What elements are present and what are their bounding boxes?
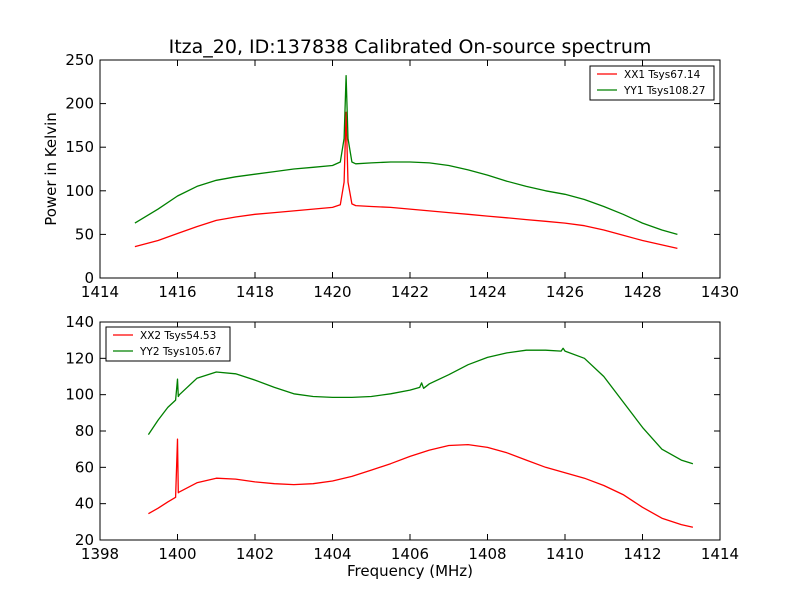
bottom-x-tick-label: 1398: [81, 545, 119, 563]
bottom-x-tick-label: 1410: [546, 545, 584, 563]
bottom-x-tick-label: 1402: [236, 545, 274, 563]
top-y-tick-label: 0: [84, 269, 94, 287]
top-y-tick-label: 200: [65, 95, 94, 113]
bottom-y-tick-label: 120: [65, 349, 94, 367]
bottom-chart-frame: [99, 321, 721, 541]
top-x-tick-label: 1428: [623, 283, 661, 301]
top-y-tick-label: 250: [65, 51, 94, 69]
top-x-tick-label: 1414: [81, 283, 119, 301]
top-y-tick-label: 100: [65, 182, 94, 200]
bottom-series-line-0: [148, 438, 694, 528]
top-chart-legend-box: [589, 65, 715, 101]
top-legend-label-xx1: XX1 Tsys67.14: [624, 69, 701, 81]
bottom-x-tick-label: 1408: [468, 545, 506, 563]
top-x-tick-label: 1416: [158, 283, 196, 301]
bottom-chart-xlabel: Frequency (MHz): [347, 562, 473, 580]
bottom-chart-gridless-plot: 1398 1400 1402 1404 1406 1408 1410 1412 1414 20 40…: [65, 313, 739, 563]
bottom-x-tick-label: 1412: [623, 545, 661, 563]
top-chart-frame: [99, 59, 721, 279]
bottom-y-tick-label: 140: [65, 313, 94, 331]
bottom-y-tick-label: 40: [75, 495, 94, 513]
bottom-chart-legend: XX2 Tsys54.53 YY2 Tsys105.67: [105, 326, 231, 362]
top-x-tick-label: 1422: [391, 283, 429, 301]
bottom-series-line-1: [147, 347, 694, 465]
bottom-y-tick-label: 20: [75, 531, 94, 549]
bottom-y-tick-label: 60: [75, 458, 94, 476]
top-y-tick-label: 50: [75, 225, 94, 243]
bottom-x-tick-label: 1414: [701, 545, 739, 563]
top-series-line-1: [134, 75, 678, 236]
top-y-tick-label: 150: [65, 138, 94, 156]
top-series-line-0: [134, 111, 678, 250]
bottom-x-tick-label: 1400: [158, 545, 196, 563]
top-x-tick-label: 1430: [701, 283, 739, 301]
bottom-chart: Frequency (MHz) 1398 1400 1402 1404 1406 1408…: [65, 313, 739, 580]
top-chart-ylabel: Power in Kelvin: [42, 112, 60, 226]
top-x-tick-label: 1424: [468, 283, 506, 301]
bottom-x-tick-label: 1404: [313, 545, 351, 563]
top-x-tick-label: 1426: [546, 283, 584, 301]
top-chart-legend: XX1 Tsys67.14 YY1 Tsys108.27: [589, 65, 715, 101]
bottom-chart-legend-box: [105, 326, 231, 362]
bottom-legend-label-yy2: YY2 Tsys105.67: [139, 346, 221, 358]
bottom-x-tick-label: 1406: [391, 545, 429, 563]
top-legend-label-yy1: YY1 Tsys108.27: [623, 85, 705, 97]
bottom-legend-label-xx2: XX2 Tsys54.53: [140, 330, 216, 342]
top-x-tick-label: 1420: [313, 283, 351, 301]
bottom-y-tick-label: 80: [75, 422, 94, 440]
top-chart-gridless-plot: 1414 1416 1418 1420 1422 1424 1426 1428 1430 0 50 1…: [65, 51, 739, 301]
top-x-tick-label: 1418: [236, 283, 274, 301]
figure-title: Itza_20, ID:137838 Calibrated On-source …: [169, 36, 652, 58]
top-chart: Power in Kelvin 1414 1416 1418 1420 1422 1424…: [42, 51, 739, 301]
bottom-y-tick-label: 100: [65, 386, 94, 404]
